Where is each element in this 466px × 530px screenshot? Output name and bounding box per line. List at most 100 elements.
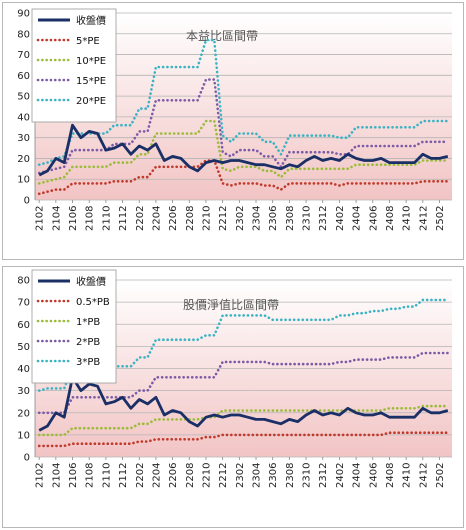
pe-data-point bbox=[172, 166, 173, 167]
pb-data-point bbox=[422, 406, 423, 407]
pe-data-point bbox=[306, 152, 307, 153]
pb-x-tick-label: 2208 bbox=[185, 463, 196, 488]
pb-data-point bbox=[255, 315, 256, 316]
pe-data-point bbox=[39, 164, 40, 165]
pe-data-point bbox=[356, 127, 357, 128]
pb-data-point bbox=[406, 357, 407, 358]
pe-x-tick-label: 2308 bbox=[285, 206, 296, 231]
pb-data-point bbox=[264, 434, 265, 435]
pb-data-point bbox=[205, 417, 206, 418]
pe-x-tick-label: 2206 bbox=[168, 206, 179, 231]
pb-data-point bbox=[55, 388, 56, 389]
pb-data-point bbox=[247, 361, 248, 362]
pe-data-point bbox=[180, 100, 181, 101]
pb-data-point bbox=[372, 410, 373, 411]
pb-data-point bbox=[414, 432, 415, 433]
pe-data-point bbox=[255, 150, 256, 151]
pb-data-point bbox=[381, 359, 382, 360]
pb-data-point bbox=[172, 419, 173, 420]
pe-data-point bbox=[247, 183, 248, 184]
pe-data-point bbox=[189, 166, 190, 167]
pe-data-point bbox=[372, 164, 373, 165]
pe-data-point bbox=[339, 160, 340, 161]
pb-data-point bbox=[447, 299, 448, 300]
pb-data-point bbox=[147, 390, 148, 391]
pb-data-point bbox=[280, 434, 281, 435]
pe-data-point bbox=[264, 170, 265, 171]
pe-data-point bbox=[214, 79, 215, 80]
pb-data-point bbox=[406, 432, 407, 433]
pb-data-point bbox=[280, 423, 281, 424]
pb-data-point bbox=[255, 361, 256, 362]
pb-data-point bbox=[97, 428, 98, 429]
pb-data-point bbox=[247, 315, 248, 316]
pe-data-point bbox=[406, 127, 407, 128]
pb-data-point bbox=[189, 339, 190, 340]
pe-data-point bbox=[97, 133, 98, 134]
pb-data-point bbox=[130, 443, 131, 444]
pb-data-point bbox=[397, 308, 398, 309]
pe-data-point bbox=[289, 164, 290, 165]
pe-data-point bbox=[289, 135, 290, 136]
pe-data-point bbox=[114, 148, 115, 149]
pe-data-point bbox=[272, 185, 273, 186]
pb-data-point bbox=[322, 414, 323, 415]
pb-data-point bbox=[422, 299, 423, 300]
pe-legend bbox=[31, 8, 117, 123]
pe-data-point bbox=[372, 160, 373, 161]
pb-data-point bbox=[239, 315, 240, 316]
pe-data-point bbox=[372, 145, 373, 146]
pe-data-point bbox=[55, 189, 56, 190]
pb-data-point bbox=[356, 412, 357, 413]
pb-data-point bbox=[322, 364, 323, 365]
pb-data-point bbox=[64, 445, 65, 446]
pb-data-point bbox=[372, 414, 373, 415]
pe-x-tick-label: 2402 bbox=[335, 206, 346, 231]
pe-data-point bbox=[389, 127, 390, 128]
pe-series-line-3 bbox=[37, 78, 450, 175]
pe-data-point bbox=[55, 168, 56, 169]
pe-data-point bbox=[306, 168, 307, 169]
pe-data-point bbox=[297, 152, 298, 153]
pb-data-point bbox=[447, 406, 448, 407]
pe-data-point bbox=[114, 143, 115, 144]
pb-data-point bbox=[347, 361, 348, 362]
pe-data-point bbox=[205, 160, 206, 161]
pe-data-point bbox=[205, 39, 206, 40]
pb-data-point bbox=[447, 352, 448, 353]
pe-data-point bbox=[322, 168, 323, 169]
pe-y-tick-label: 50 bbox=[17, 92, 30, 103]
pe-data-point bbox=[97, 150, 98, 151]
pe-data-point bbox=[339, 168, 340, 169]
pe-data-point bbox=[172, 133, 173, 134]
pb-data-point bbox=[297, 410, 298, 411]
pe-data-point bbox=[422, 181, 423, 182]
pe-series-line-4 bbox=[37, 38, 450, 166]
pe-data-point bbox=[197, 66, 198, 67]
pe-data-point bbox=[80, 133, 81, 134]
pe-legend-label: 10*PE bbox=[76, 56, 106, 67]
pe-band-chart-svg: 0 10 20 30 40 50 60 70 80 90 2102 2104 2106 2108 2110 2… bbox=[17, 8, 452, 231]
pb-x-tick-label: 2306 bbox=[268, 463, 279, 488]
pb-x-tick-label: 2112 bbox=[118, 463, 129, 488]
pe-data-point bbox=[414, 164, 415, 165]
pb-x-tick-label: 2308 bbox=[285, 463, 296, 488]
pb-data-point bbox=[105, 403, 106, 404]
pe-y-tick-label: 60 bbox=[17, 71, 30, 82]
pb-data-point bbox=[130, 428, 131, 429]
pb-data-point bbox=[180, 412, 181, 413]
pe-data-point bbox=[447, 141, 448, 142]
pb-data-point bbox=[414, 357, 415, 358]
pb-data-point bbox=[214, 377, 215, 378]
pb-data-point bbox=[114, 401, 115, 402]
pb-data-point bbox=[322, 410, 323, 411]
pe-data-point bbox=[322, 135, 323, 136]
pe-y-tick-label: 20 bbox=[17, 154, 30, 165]
pb-data-point bbox=[347, 315, 348, 316]
pe-data-point bbox=[80, 166, 81, 167]
pb-data-point bbox=[397, 432, 398, 433]
pb-legend-label: 0.5*PB bbox=[76, 297, 110, 308]
pe-data-point bbox=[381, 127, 382, 128]
pb-y-tick-label: 70 bbox=[17, 298, 30, 309]
pb-data-point bbox=[306, 364, 307, 365]
